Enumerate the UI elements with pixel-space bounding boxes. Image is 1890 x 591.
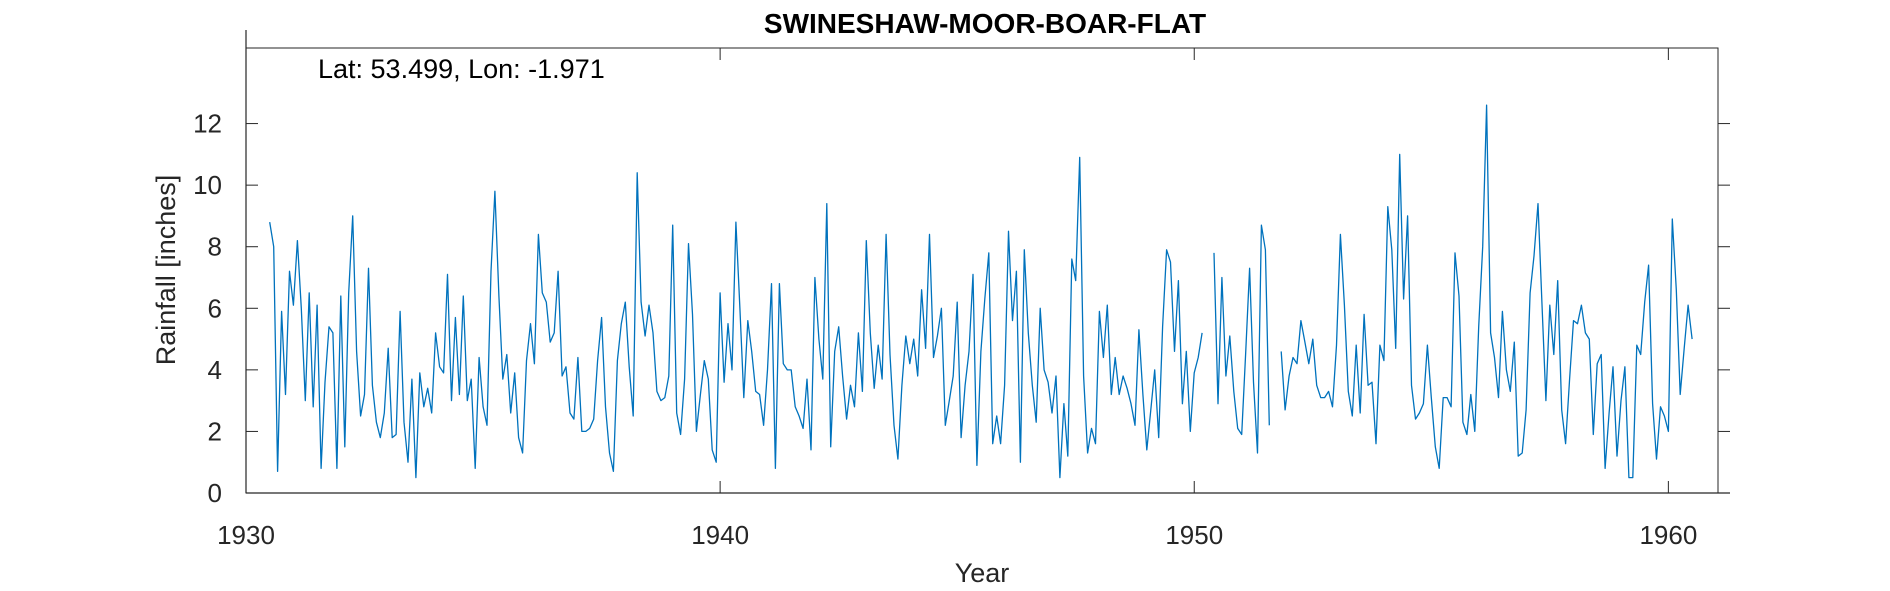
axis-ticks: 0 2 4 6 8 10 12 1930 1940 1950 1960: [193, 30, 1730, 550]
y-tick-label: 2: [208, 416, 222, 446]
y-axis-label: Rainfall [inches]: [151, 175, 181, 366]
y-tick-label: 8: [208, 232, 222, 262]
y-tick-label: 12: [193, 109, 222, 139]
rainfall-line-segment: [1213, 224, 1270, 454]
y-tick-label: 6: [208, 293, 222, 323]
plot-area-box: [245, 47, 1719, 494]
rainfall-series: [269, 104, 1693, 479]
y-tick-label: 0: [208, 478, 222, 508]
rainfall-line-segment: [1280, 104, 1693, 479]
x-tick-label: 1950: [1165, 520, 1223, 550]
x-tick-label: 1960: [1639, 520, 1697, 550]
y-tick-label: 4: [208, 355, 222, 385]
x-tick-label: 1940: [691, 520, 749, 550]
y-tick-label: 10: [193, 170, 222, 200]
x-axis-label: Year: [955, 558, 1010, 588]
location-annotation: Lat: 53.499, Lon: -1.971: [318, 54, 605, 84]
chart-title: SWINESHAW-MOOR-BOAR-FLAT: [764, 8, 1206, 39]
rainfall-line-segment: [269, 156, 1203, 479]
x-tick-label: 1930: [217, 520, 275, 550]
